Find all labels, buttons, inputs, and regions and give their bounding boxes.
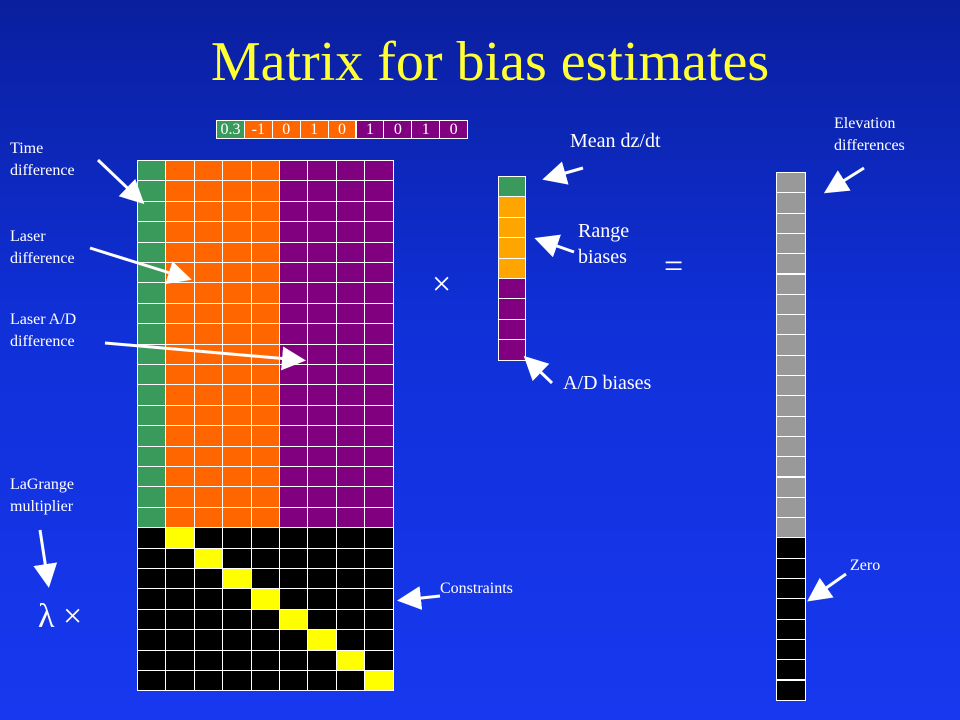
arrow-range-biases (534, 234, 575, 258)
constraint-diagonal-cell (364, 670, 394, 692)
label-line: Time (10, 140, 44, 157)
arrow-zero (807, 572, 847, 602)
equals-operator: = (664, 248, 684, 285)
top-vector-cell: 0 (383, 120, 413, 139)
label-line: multiplier (10, 498, 74, 515)
top-vector-cell: 0 (439, 120, 469, 139)
label-time-difference: Time difference (10, 138, 75, 182)
label-elevation-differences: Elevation differences (834, 113, 905, 157)
label-ad-biases: A/D biases (563, 372, 652, 394)
label-line: biases (578, 246, 627, 268)
lambda-multiply-operator: λ × (38, 598, 83, 635)
bias-vector-cell (498, 339, 526, 361)
arrow-laser-difference (89, 246, 192, 285)
label-lagrange-multiplier: LaGrange multiplier (10, 474, 74, 518)
label-range-biases: Range biases (578, 218, 629, 270)
label-line: Laser (10, 228, 46, 245)
label-line: differences (834, 137, 905, 154)
label-mean-dzdt: Mean dz/dt (570, 130, 661, 152)
label-line: LaGrange (10, 476, 74, 493)
arrow-constraints (397, 586, 441, 610)
arrow-laser-ad-difference (104, 341, 306, 371)
arrow-mean-dzdt (542, 161, 584, 185)
arrow-time-difference (96, 158, 145, 205)
label-line: difference (10, 162, 75, 179)
label-line: Laser A/D (10, 311, 77, 328)
label-zero: Zero (850, 557, 881, 574)
slide-title: Matrix for bias estimates (210, 31, 770, 93)
zero-cell (776, 679, 806, 701)
label-line: Elevation (834, 115, 896, 132)
multiply-operator: × (432, 266, 452, 303)
label-line: Range (578, 220, 630, 242)
arrow-ad-biases (523, 355, 554, 385)
label-laser-ad-difference: Laser A/D difference (10, 309, 76, 353)
label-line: difference (10, 333, 75, 350)
arrow-elevation (823, 166, 865, 194)
label-constraints: Constraints (440, 580, 513, 597)
label-laser-difference: Laser difference (10, 226, 75, 270)
label-line: difference (10, 250, 75, 267)
arrow-lagrange (33, 529, 58, 588)
